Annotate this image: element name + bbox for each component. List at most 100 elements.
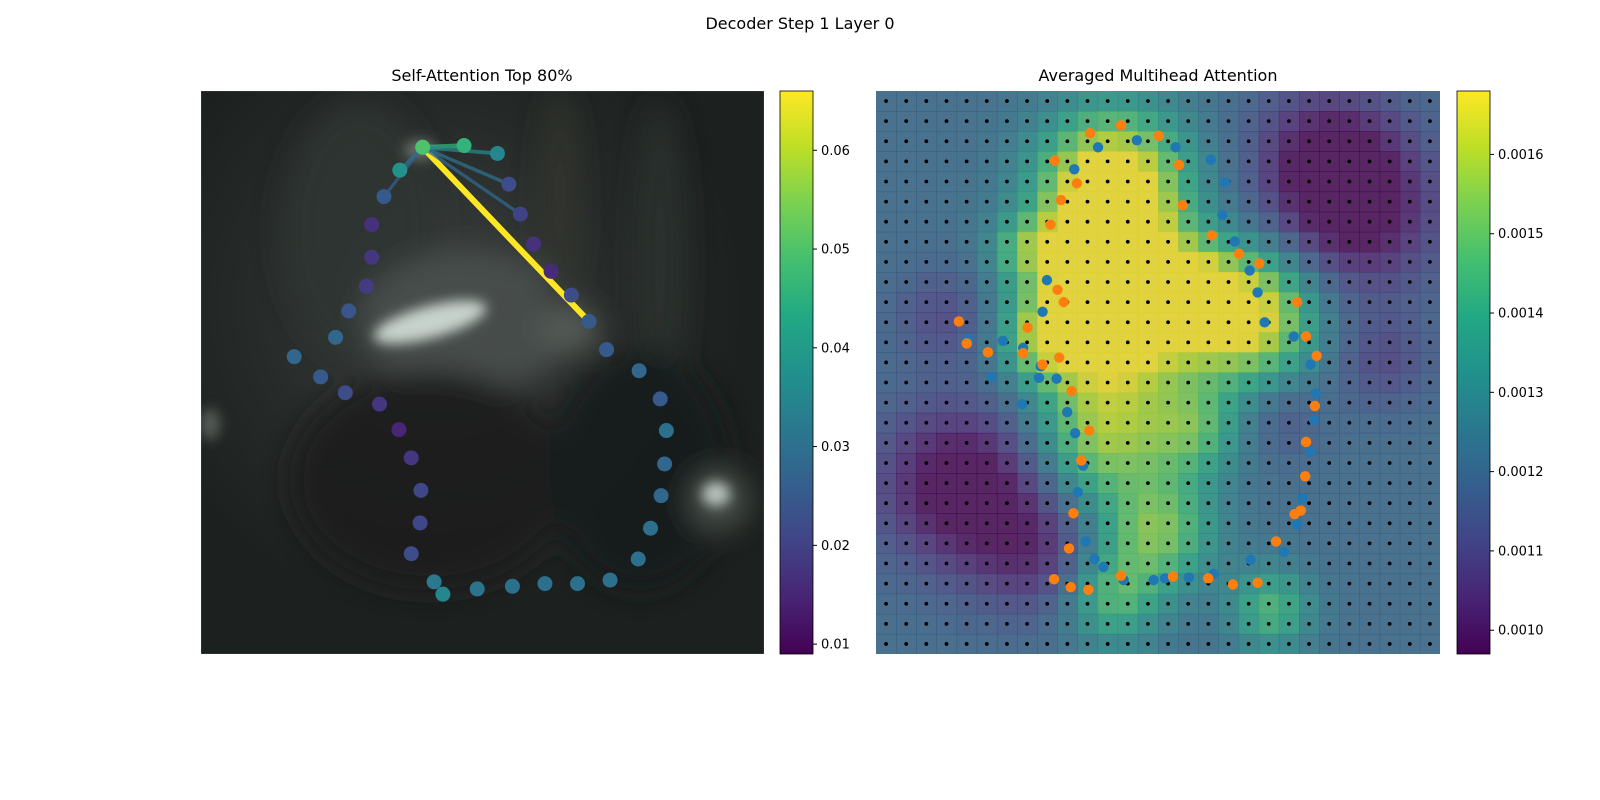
orange-contour-point xyxy=(1076,455,1087,466)
grid-dot xyxy=(1307,239,1311,244)
grid-dot xyxy=(884,521,888,526)
grid-dot xyxy=(964,360,969,365)
grid-dot xyxy=(1287,340,1291,345)
grid-dot xyxy=(1367,521,1372,526)
grid-dot xyxy=(1387,642,1392,646)
grid-dot xyxy=(884,541,888,546)
grid-dot xyxy=(1005,280,1009,284)
orange-contour-point xyxy=(1054,352,1065,363)
grid-dot xyxy=(1146,420,1150,425)
blue-contour-point xyxy=(1159,573,1171,584)
grid-dot xyxy=(964,642,969,646)
grid-dot xyxy=(1407,139,1412,144)
grid-dot xyxy=(1246,320,1251,325)
attention-point xyxy=(643,520,659,536)
grid-dot xyxy=(1307,280,1311,284)
grid-dot xyxy=(944,541,949,546)
grid-dot xyxy=(1085,119,1090,124)
grid-dot xyxy=(1005,179,1009,184)
grid-dot xyxy=(1085,501,1090,506)
grid-dot xyxy=(1065,601,1070,606)
grid-dot xyxy=(1045,159,1050,164)
grid-dot xyxy=(1287,541,1291,546)
grid-dot xyxy=(984,440,989,445)
grid-dot xyxy=(924,280,929,284)
grid-dot xyxy=(924,461,929,465)
grid-dot xyxy=(1428,581,1432,586)
grid-dot xyxy=(924,581,929,586)
grid-dot xyxy=(1347,461,1352,465)
attention-point xyxy=(652,391,668,407)
grid-dot xyxy=(1347,99,1352,103)
attention-edge xyxy=(421,145,522,216)
grid-dot xyxy=(1347,179,1352,184)
orange-contour-point xyxy=(1068,508,1079,519)
orange-contour-point xyxy=(1252,577,1263,588)
grid-dot xyxy=(944,561,949,566)
grid-dot xyxy=(1367,440,1372,445)
grid-dot xyxy=(1065,199,1070,204)
grid-dot xyxy=(1327,461,1332,465)
blue-contour-point xyxy=(1131,135,1143,146)
grid-dot xyxy=(1327,119,1332,124)
grid-dot xyxy=(1407,400,1412,405)
grid-dot xyxy=(964,320,969,325)
grid-dot xyxy=(1307,179,1311,184)
grid-dot xyxy=(1307,119,1311,124)
grid-dot xyxy=(1125,621,1130,626)
grid-dot xyxy=(1387,239,1392,244)
grid-dot xyxy=(1367,360,1372,365)
grid-dot xyxy=(1005,239,1009,244)
grid-dot xyxy=(1186,380,1191,385)
grid-dot xyxy=(1327,521,1332,526)
grid-dot xyxy=(924,561,929,566)
grid-dot xyxy=(1166,561,1170,566)
grid-dot xyxy=(944,239,949,244)
grid-dot xyxy=(984,340,989,345)
orange-contour-point xyxy=(1153,130,1165,142)
attention-point xyxy=(364,217,380,233)
grid-dot xyxy=(1206,179,1211,184)
grid-dot xyxy=(1146,119,1150,124)
grid-dot xyxy=(1226,280,1231,284)
grid-dot xyxy=(1387,420,1392,425)
grid-dot xyxy=(1206,320,1211,325)
grid-dot xyxy=(984,159,989,164)
grid-dot xyxy=(1045,260,1050,264)
attention-point xyxy=(543,263,559,279)
blue-contour-point xyxy=(1069,164,1080,175)
grid-dot xyxy=(964,260,969,264)
grid-dot xyxy=(1005,320,1009,325)
grid-dot xyxy=(1045,440,1050,445)
grid-dot xyxy=(1226,239,1231,244)
grid-dot xyxy=(1146,340,1150,345)
grid-dot xyxy=(1287,159,1291,164)
grid-dot xyxy=(1347,380,1352,385)
grid-dot xyxy=(1347,119,1352,124)
grid-dot xyxy=(1428,481,1432,485)
blue-contour-point xyxy=(1219,177,1231,188)
grid-dot xyxy=(1347,420,1352,425)
grid-dot xyxy=(944,461,949,465)
orange-contour-point xyxy=(1063,543,1075,554)
grid-dot xyxy=(944,320,949,325)
grid-dot xyxy=(1206,541,1211,546)
grid-dot xyxy=(1146,360,1150,365)
grid-dot xyxy=(1407,179,1412,184)
grid-dot xyxy=(1045,601,1050,606)
grid-dot xyxy=(1367,621,1372,626)
grid-dot xyxy=(1246,521,1251,526)
grid-dot xyxy=(924,300,929,305)
grid-dot xyxy=(904,561,909,566)
grid-dot xyxy=(1367,239,1372,244)
grid-dot xyxy=(1186,601,1191,606)
grid-dot xyxy=(1166,340,1170,345)
grid-dot xyxy=(1206,380,1211,385)
grid-dot xyxy=(1287,260,1291,264)
grid-dot xyxy=(904,501,909,506)
grid-dot xyxy=(1246,360,1251,365)
orange-contour-point xyxy=(1017,347,1029,359)
grid-dot xyxy=(884,199,888,204)
colorbar-tick-label: 0.0012 xyxy=(1498,465,1544,480)
grid-dot xyxy=(1327,581,1332,586)
